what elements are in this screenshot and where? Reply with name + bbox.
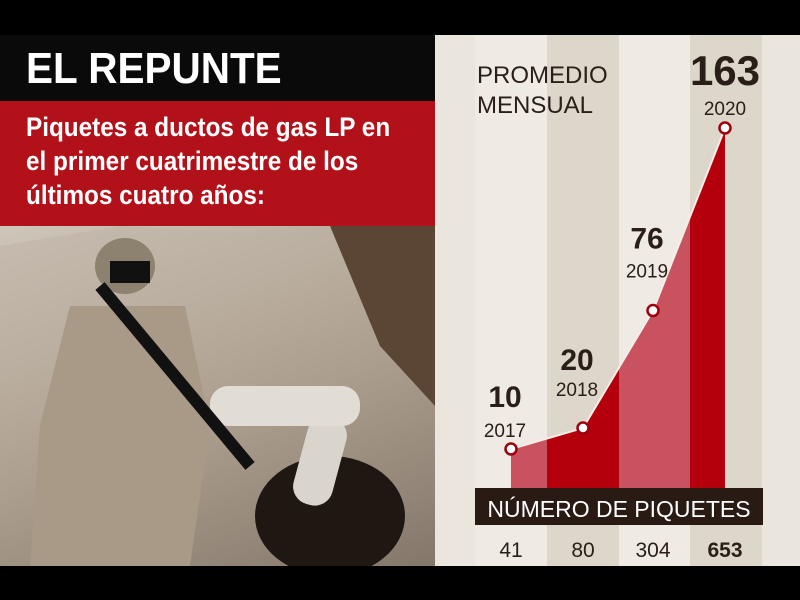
area-segment-2017 xyxy=(511,438,547,488)
piquetes-count-2017: 41 xyxy=(499,539,522,562)
piquetes-count-2019: 304 xyxy=(635,539,670,562)
photo-illustration xyxy=(0,226,435,566)
data-point-2017 xyxy=(504,442,518,456)
data-label: 20 xyxy=(560,344,593,377)
piquetes-count-2018: 80 xyxy=(571,539,594,562)
chart-title: PROMEDIO MENSUAL xyxy=(477,62,608,119)
subtitle-band xyxy=(0,101,435,226)
data-point-2018 xyxy=(576,421,590,435)
subtitle: Piquetes a ductos de gas LP en el primer… xyxy=(26,112,391,210)
area-segment-2020 xyxy=(690,128,725,488)
data-point-2020 xyxy=(718,121,732,135)
series-line xyxy=(510,127,726,450)
piquetes-count-2020: 653 xyxy=(707,539,742,562)
data-label: 10 xyxy=(488,381,521,414)
page-title: EL REPUNTE xyxy=(26,44,282,93)
title-band xyxy=(0,35,435,101)
table-header-bar xyxy=(475,488,763,525)
area-segment-2019 xyxy=(619,214,691,488)
year-label: 2017 xyxy=(484,421,526,442)
data-point-2019 xyxy=(646,303,660,318)
year-label: 2020 xyxy=(704,99,746,120)
year-label: 2019 xyxy=(626,262,668,283)
data-label: 76 xyxy=(630,223,663,256)
table-label: NÚMERO DE PIQUETES xyxy=(487,496,750,522)
data-label: 163 xyxy=(690,47,760,94)
year-label: 2018 xyxy=(556,380,598,401)
area-segment-2018 xyxy=(547,367,619,488)
soldier-photo xyxy=(0,226,435,566)
